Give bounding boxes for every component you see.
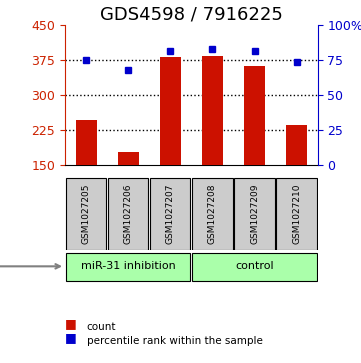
FancyBboxPatch shape (66, 253, 191, 281)
Bar (118, 152, 139, 166)
Bar (244, 66, 265, 166)
FancyBboxPatch shape (192, 253, 317, 281)
Bar (160, 57, 181, 166)
Text: ■: ■ (65, 331, 77, 344)
FancyBboxPatch shape (277, 178, 317, 249)
Text: GSM1027206: GSM1027206 (124, 184, 132, 244)
Bar (75, 120, 96, 166)
Text: GSM1027210: GSM1027210 (292, 184, 301, 244)
FancyBboxPatch shape (66, 178, 106, 249)
Text: protocol: protocol (0, 261, 60, 271)
FancyBboxPatch shape (192, 178, 232, 249)
Text: percentile rank within the sample: percentile rank within the sample (87, 336, 262, 346)
Text: GSM1027207: GSM1027207 (166, 184, 175, 244)
FancyBboxPatch shape (150, 178, 191, 249)
Text: count: count (87, 322, 116, 332)
Bar (286, 125, 307, 166)
Text: control: control (235, 261, 274, 271)
FancyBboxPatch shape (234, 178, 275, 249)
Text: GSM1027205: GSM1027205 (82, 184, 91, 244)
Bar (202, 56, 223, 166)
Title: GDS4598 / 7916225: GDS4598 / 7916225 (100, 6, 283, 24)
FancyBboxPatch shape (108, 178, 148, 249)
Text: miR-31 inhibition: miR-31 inhibition (81, 261, 175, 271)
Text: ■: ■ (65, 317, 77, 330)
Text: GSM1027209: GSM1027209 (250, 184, 259, 244)
Text: GSM1027208: GSM1027208 (208, 184, 217, 244)
